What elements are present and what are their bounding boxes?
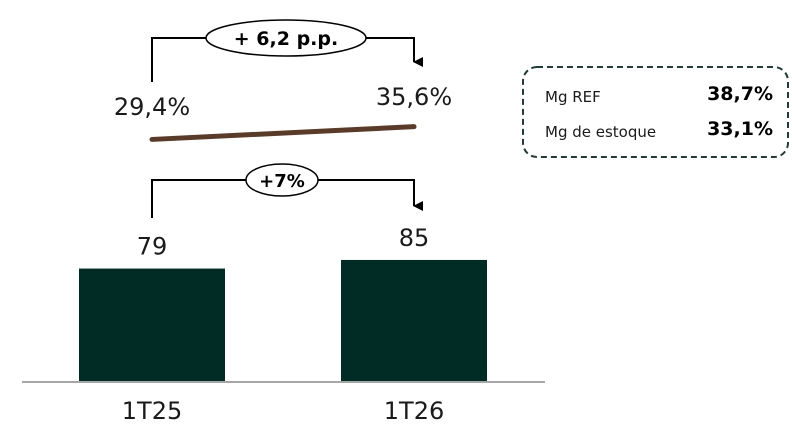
- margin-value-label-1t26: 35,6%: [376, 83, 452, 111]
- revenue-change-indicator: +7%: [151, 163, 414, 218]
- revenue-change-label: +7%: [259, 171, 305, 192]
- revenue-value-label-1t26: 85: [399, 224, 430, 252]
- margin-change-label: + 6,2 p.p.: [234, 28, 338, 50]
- revenue-value-label-1t25: 79: [137, 233, 168, 261]
- info-box-value-mg-ref: 38,7%: [707, 83, 773, 105]
- margin-info-box: Mg REF 38,7% Mg de estoque 33,1%: [522, 66, 789, 158]
- info-box-label-mg-estoque: Mg de estoque: [545, 123, 656, 141]
- margin-change-connector: [151, 37, 414, 82]
- margin-change-indicator: + 6,2 p.p.: [151, 19, 414, 82]
- margin-change-ellipse: [205, 19, 367, 57]
- margin-series-line: [149, 124, 417, 142]
- category-label-1t26: 1T26: [384, 397, 444, 424]
- info-box-border: [522, 66, 789, 158]
- info-box-value-mg-estoque: 33,1%: [707, 118, 773, 140]
- info-box-label-mg-ref: Mg REF: [545, 88, 601, 106]
- revenue-change-ellipse: [245, 163, 319, 197]
- margin-value-label-1t25: 29,4%: [114, 93, 190, 121]
- category-label-1t25: 1T25: [122, 397, 182, 424]
- revenue-change-connector: [151, 179, 414, 218]
- revenue-bar-1t26: [341, 259, 487, 382]
- revenue-bar-1t25: [79, 268, 225, 382]
